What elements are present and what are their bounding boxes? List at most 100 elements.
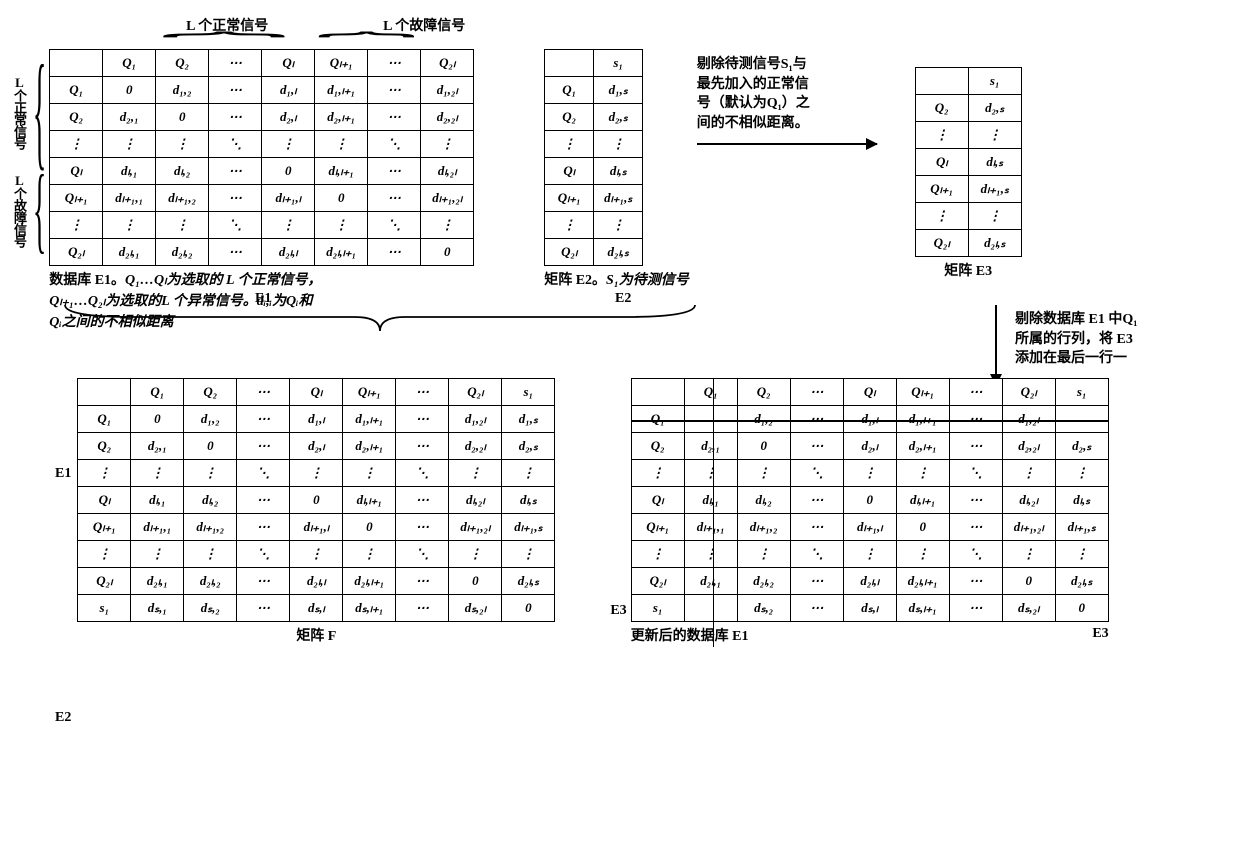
data-cell: ⋮ <box>156 131 209 158</box>
data-cell: d₂,ₛ <box>1055 433 1108 460</box>
row-header-cell: Qₗ₊₁ <box>915 176 968 203</box>
note2-block: 剔除数据库 E1 中Q₁ 所属的行列，将 E3 添加在最后一行一 <box>960 305 1170 385</box>
data-cell: dₗ,₂ <box>737 487 790 514</box>
data-cell: d₂,ₗ₊₁ <box>896 433 949 460</box>
data-cell: 0 <box>421 239 474 266</box>
caption-f: 矩阵 F <box>296 629 336 644</box>
data-cell: ⋱ <box>209 131 262 158</box>
data-cell: ⋮ <box>343 460 396 487</box>
data-cell: ⋯ <box>949 433 1002 460</box>
brace-icon: { <box>33 99 46 125</box>
data-cell: ⋮ <box>502 460 555 487</box>
header-cell: Q₂ₗ <box>1002 379 1055 406</box>
data-cell: d₁,ₗ₊₁ <box>343 406 396 433</box>
e2-block: s₁Q₁d₁,ₛQ₂d₂,ₛ⋮⋮Qₗdₗ,ₛQₗ₊₁dₗ₊₁,ₛ⋮⋮Q₂ₗd₂ₗ… <box>544 49 689 291</box>
data-cell: dₗ,₁ <box>684 487 737 514</box>
data-cell: dₗ₊₁,ₛ <box>502 514 555 541</box>
data-cell: d₁,₂ₗ <box>449 406 502 433</box>
caption-e3: 矩阵 E3 <box>944 264 992 279</box>
row-header-cell: Q₂ <box>78 433 131 460</box>
row-header-cell: ⋮ <box>78 460 131 487</box>
data-cell: ⋯ <box>949 406 1002 433</box>
combine-brace: E1 E2 <box>55 333 735 368</box>
matrix-f: Q₁Q₂⋯QₗQₗ₊₁⋯Q₂ₗs₁Q₁0d₁,₂⋯d₁,ₗd₁,ₗ₊₁⋯d₁,₂… <box>77 378 555 622</box>
row-header-cell: Qₗ <box>545 158 594 185</box>
data-cell: dₛ,ₗ <box>843 595 896 622</box>
data-cell: d₂,ₗ <box>262 104 315 131</box>
data-cell: dₗ₊₁,ₗ <box>262 185 315 212</box>
data-cell: 0 <box>131 406 184 433</box>
data-cell: ⋮ <box>449 541 502 568</box>
data-cell: ⋮ <box>315 131 368 158</box>
data-cell: ⋱ <box>209 212 262 239</box>
header-cell: ⋯ <box>396 379 449 406</box>
data-cell: dₗ,₂ₗ <box>1002 487 1055 514</box>
data-cell: 0 <box>184 433 237 460</box>
data-cell: d₁,ₗ <box>843 406 896 433</box>
data-cell: dₗ,ₛ <box>594 158 643 185</box>
data-cell: 0 <box>502 595 555 622</box>
row-header-cell: ⋮ <box>545 212 594 239</box>
caption-e2: 矩阵 E2。S₁为待测信号 <box>544 270 689 291</box>
data-cell: 0 <box>449 568 502 595</box>
matrix-e3: s₁Q₂d₂,ₛ⋮⋮Qₗdₗ,ₛQₗ₊₁dₗ₊₁,ₛ⋮⋮Q₂ₗd₂ₗ,ₛ <box>915 67 1022 257</box>
header-cell: Q₂ <box>184 379 237 406</box>
row-header-cell: Qₗ₊₁ <box>50 185 103 212</box>
data-cell: ⋮ <box>737 460 790 487</box>
data-cell: ⋮ <box>896 460 949 487</box>
data-cell: dₛ,₂ <box>184 595 237 622</box>
side-label-normal: L个正常信号 <box>10 75 29 149</box>
data-cell: dₗ,ₗ₊₁ <box>896 487 949 514</box>
row-header-cell: Q₂ₗ <box>915 230 968 257</box>
data-cell: 0 <box>1055 595 1108 622</box>
row-header-cell: ⋮ <box>631 460 684 487</box>
data-cell: ⋯ <box>368 239 421 266</box>
data-cell: d₂,₂ₗ <box>1002 433 1055 460</box>
row-header-cell: Qₗ <box>50 158 103 185</box>
data-cell: ⋮ <box>843 460 896 487</box>
data-cell: ⋯ <box>368 158 421 185</box>
data-cell: dₗ₊₁,₂ <box>737 514 790 541</box>
data-cell: d₁,ₗ₊₁ <box>896 406 949 433</box>
data-cell: d₂,ₗ₊₁ <box>343 433 396 460</box>
data-cell: d₁,ₛ <box>502 406 555 433</box>
data-cell: ⋯ <box>396 568 449 595</box>
data-cell: d₂,ₛ <box>502 433 555 460</box>
data-cell: dₗ,₂ <box>156 158 209 185</box>
data-cell: d₂,ₛ <box>968 95 1021 122</box>
data-cell: d₂ₗ,₂ <box>156 239 209 266</box>
data-cell: ⋯ <box>237 487 290 514</box>
row-header-cell: Qₗ₊₁ <box>545 185 594 212</box>
side-label-fault: L个故障信号 <box>10 173 29 247</box>
data-cell: ⋯ <box>790 568 843 595</box>
data-cell: ⋮ <box>684 541 737 568</box>
row-header-cell: Q₂ₗ <box>78 568 131 595</box>
header-cell: s₁ <box>1055 379 1108 406</box>
data-cell: dₗ₊₁,₂ <box>184 514 237 541</box>
data-cell: dₛ,₂ₗ <box>1002 595 1055 622</box>
data-cell: ⋯ <box>396 595 449 622</box>
data-cell: dₗ,₂ₗ <box>449 487 502 514</box>
header-cell: Qₗ₊₁ <box>343 379 396 406</box>
header-cell: Q₁ <box>103 50 156 77</box>
header-cell: Q₁ <box>684 379 737 406</box>
data-cell: d₂,ₗ <box>843 433 896 460</box>
row-header-cell: ⋮ <box>78 541 131 568</box>
data-cell: ⋱ <box>790 460 843 487</box>
data-cell: d₂,₁ <box>103 104 156 131</box>
row-header-cell: Q₂ₗ <box>50 239 103 266</box>
data-cell: d₂ₗ,₂ <box>737 568 790 595</box>
data-cell: d₂,₂ₗ <box>449 433 502 460</box>
row-header-cell: Q₂ <box>50 104 103 131</box>
data-cell: 0 <box>737 433 790 460</box>
data-cell: ⋮ <box>421 131 474 158</box>
data-cell: d₂ₗ,ₗ₊₁ <box>315 239 368 266</box>
data-cell: d₂ₗ,ₗ <box>262 239 315 266</box>
data-cell: dₗ₊₁,₂ₗ <box>449 514 502 541</box>
row-header-cell: Q₂ₗ <box>545 239 594 266</box>
data-cell: ⋮ <box>968 203 1021 230</box>
data-cell: ⋯ <box>237 433 290 460</box>
data-cell: dₗ,ₛ <box>502 487 555 514</box>
data-cell: ⋯ <box>949 595 1002 622</box>
data-cell: ⋮ <box>131 460 184 487</box>
